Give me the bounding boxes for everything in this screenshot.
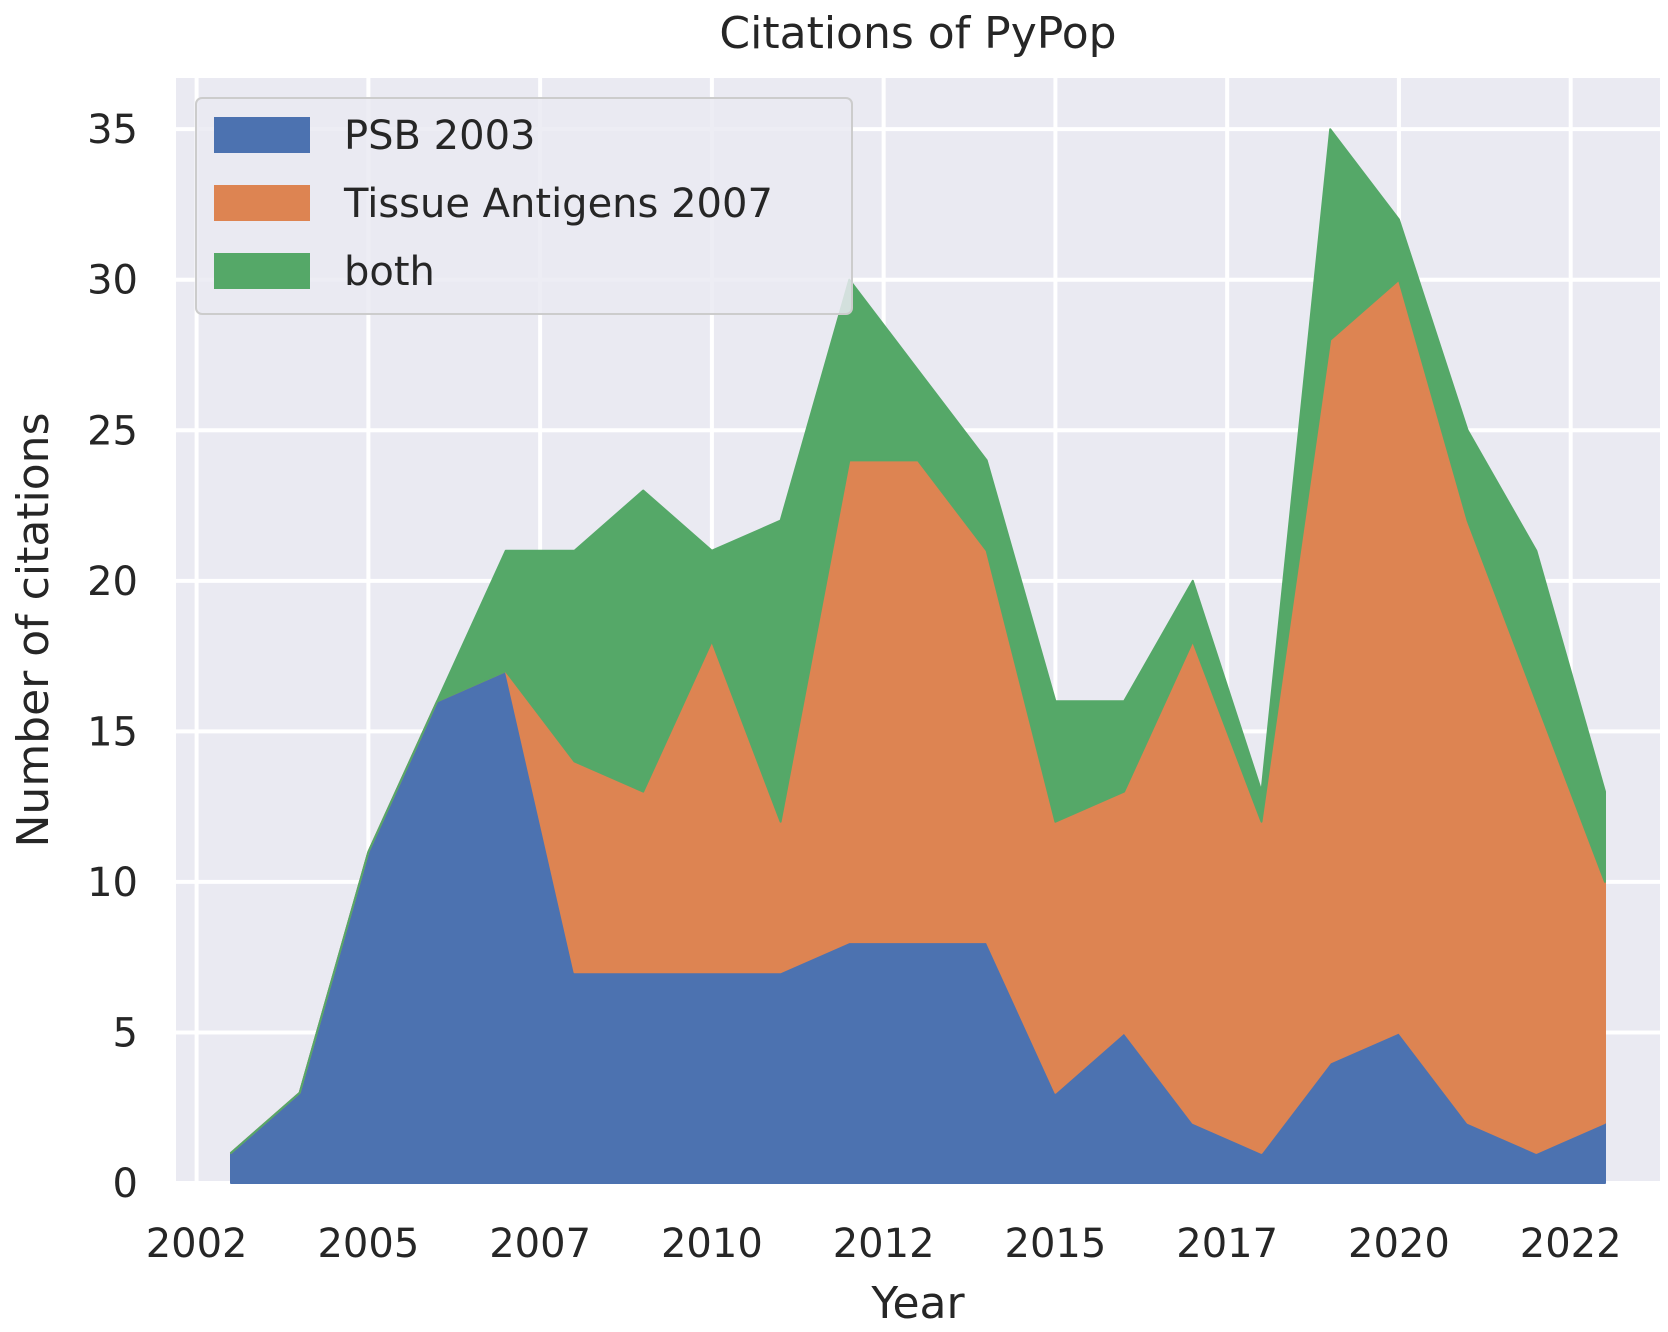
y-tick-label: 20 [87, 559, 138, 605]
x-tick-label: 2020 [1348, 1221, 1450, 1267]
x-tick-label: 2002 [146, 1221, 248, 1267]
x-tick-label: 2015 [1005, 1221, 1107, 1267]
y-tick-labels: 0 5 10 15 20 25 30 35 [87, 107, 138, 1207]
y-tick-label: 5 [113, 1010, 138, 1056]
y-tick-label: 0 [113, 1161, 138, 1207]
y-tick-label: 35 [87, 107, 138, 153]
x-tick-label: 2017 [1176, 1221, 1278, 1267]
y-tick-label: 25 [87, 408, 138, 454]
legend-swatch [214, 185, 310, 221]
x-tick-label: 2012 [833, 1221, 935, 1267]
legend-swatch [214, 253, 310, 289]
x-axis-label: Year [870, 1278, 965, 1329]
x-tick-label: 2010 [661, 1221, 763, 1267]
legend-label: both [344, 249, 435, 295]
y-tick-label: 10 [87, 860, 138, 906]
x-tick-labels: 2002 2005 2007 2010 2012 2015 2017 2020 2022 [146, 1221, 1622, 1267]
x-tick-label: 2007 [489, 1221, 591, 1267]
legend-swatch [214, 117, 310, 153]
legend-label: Tissue Antigens 2007 [343, 181, 773, 227]
legend-label: PSB 2003 [344, 113, 535, 159]
legend: PSB 2003 Tissue Antigens 2007 both [195, 97, 853, 315]
area-both [230, 128, 1606, 1154]
legend-box [195, 97, 853, 315]
y-tick-label: 15 [87, 709, 138, 755]
stacked-areas [230, 128, 1606, 1184]
x-tick-label: 2005 [317, 1221, 419, 1267]
x-tick-label: 2022 [1520, 1221, 1622, 1267]
y-axis-label: Number of citations [8, 413, 59, 848]
chart-title: Citations of PyPop [719, 8, 1116, 59]
y-tick-label: 30 [87, 258, 138, 304]
